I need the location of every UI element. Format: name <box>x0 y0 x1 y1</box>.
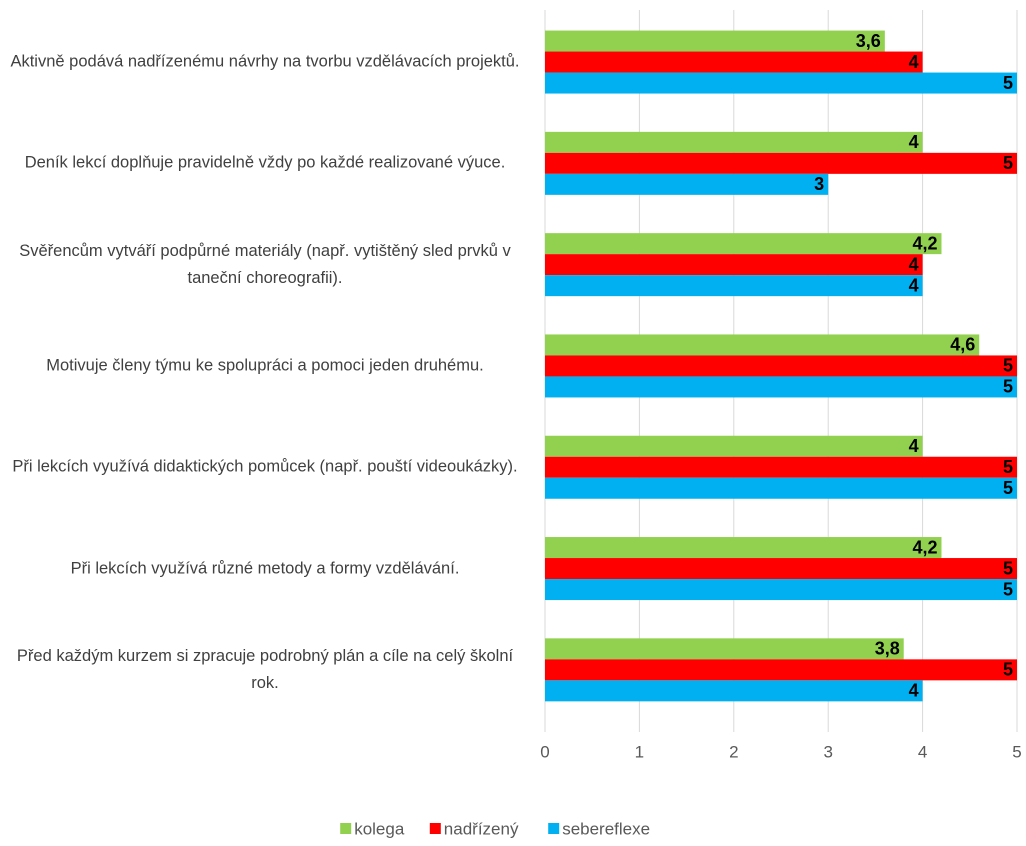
category-label: Aktivně podává nadřízenému návrhy na tvo… <box>10 52 520 71</box>
bar <box>545 334 980 356</box>
bar <box>545 72 1017 94</box>
value-label: 3,6 <box>856 31 881 51</box>
value-label: 4 <box>909 254 919 274</box>
bar <box>545 131 923 153</box>
bar <box>545 355 1017 377</box>
legend-swatch <box>340 823 352 834</box>
value-label: 5 <box>1003 558 1013 578</box>
legend-label: nadřízený <box>444 819 519 838</box>
bar <box>545 477 1017 499</box>
x-tick-label: 4 <box>918 742 927 761</box>
bar <box>545 173 829 195</box>
value-label: 5 <box>1003 73 1013 93</box>
category-label: Motivuje členy týmu ke spolupráci a pomo… <box>46 356 484 375</box>
value-label: 3 <box>814 174 824 194</box>
value-label: 5 <box>1003 478 1013 498</box>
value-label: 5 <box>1003 660 1013 680</box>
value-label: 5 <box>1003 356 1013 376</box>
value-label: 4,2 <box>912 537 937 557</box>
bar <box>545 233 942 255</box>
value-label: 4 <box>909 275 919 295</box>
bar <box>545 254 923 276</box>
bar <box>545 376 1017 398</box>
bar <box>545 275 923 297</box>
bar <box>545 558 1017 580</box>
x-tick-label: 0 <box>540 742 549 761</box>
x-tick-label: 1 <box>635 742 644 761</box>
bar <box>545 30 885 52</box>
bar <box>545 659 1017 681</box>
value-label: 3,8 <box>875 639 900 659</box>
legend-label: kolega <box>354 819 405 838</box>
bar <box>545 680 923 702</box>
bar <box>545 51 923 73</box>
legend-swatch <box>548 823 560 834</box>
category-label: Svěřencům vytváří podpůrné materiály (na… <box>19 241 511 287</box>
bar <box>545 456 1017 478</box>
category-label: Při lekcích využívá různé metody a formy… <box>70 559 460 578</box>
bar <box>545 638 904 660</box>
value-label: 4 <box>909 436 919 456</box>
value-label: 4 <box>909 52 919 72</box>
x-tick-label: 3 <box>823 742 832 761</box>
value-label: 5 <box>1003 457 1013 477</box>
category-label: Deník lekcí doplňuje pravidelně vždy po … <box>24 153 506 172</box>
value-label: 5 <box>1003 377 1013 397</box>
value-label: 5 <box>1003 153 1013 173</box>
category-label: Při lekcích využívá didaktických pomůcek… <box>12 457 518 476</box>
bar <box>545 579 1017 601</box>
legend-label: sebereflexe <box>562 819 650 838</box>
x-tick-label: 2 <box>729 742 738 761</box>
value-label: 4 <box>909 681 919 701</box>
bar <box>545 537 942 559</box>
value-label: 4 <box>909 132 919 152</box>
bar <box>545 435 923 457</box>
x-tick-label: 5 <box>1012 742 1021 761</box>
value-label: 5 <box>1003 579 1013 599</box>
value-label: 4,2 <box>912 233 937 253</box>
category-label: Před každým kurzem si zpracuje podrobný … <box>16 646 514 692</box>
bar <box>545 152 1017 174</box>
legend-swatch <box>429 823 441 834</box>
value-label: 4,6 <box>950 335 975 355</box>
